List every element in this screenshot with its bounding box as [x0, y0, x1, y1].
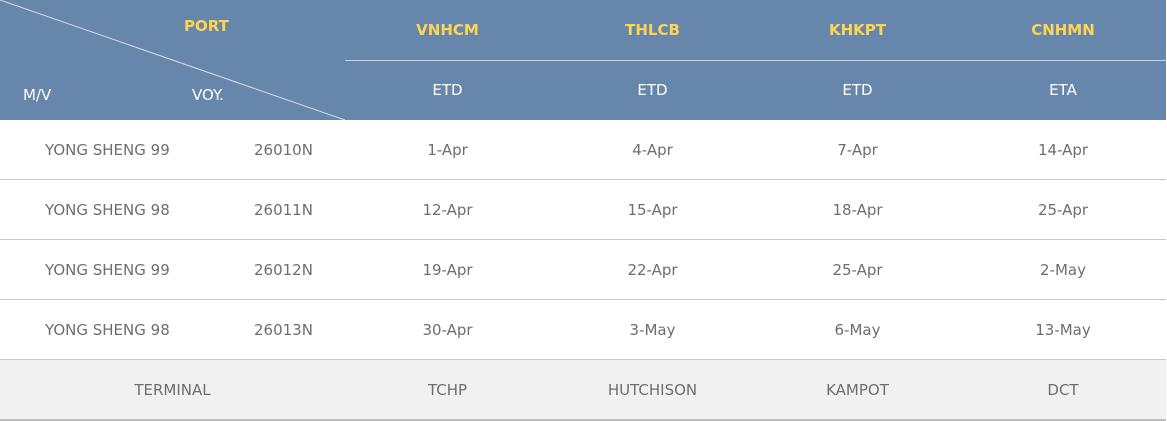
date-cell: 18-Apr: [755, 179, 960, 240]
voyage: 26011N: [210, 179, 345, 240]
date-cell: 19-Apr: [345, 239, 550, 300]
date-cell: 25-Apr: [960, 179, 1166, 240]
voyage: 26010N: [210, 120, 345, 180]
terminal-cell: KAMPOT: [755, 359, 960, 421]
date-cell: 14-Apr: [960, 120, 1166, 180]
port-type: ETA: [960, 60, 1166, 120]
port-type: ETD: [345, 60, 550, 120]
table-row: YONG SHENG 98 26013N 30-Apr 3-May 6-May …: [0, 299, 1166, 360]
port-code: VNHCM: [345, 0, 550, 61]
voyage: 26013N: [210, 299, 345, 360]
diagonal-divider: [0, 0, 345, 120]
corner-header-cell: PORT M/V VOY.: [0, 0, 345, 120]
date-cell: 25-Apr: [755, 239, 960, 300]
vessel-name: YONG SHENG 99: [0, 239, 210, 300]
port-type: ETD: [550, 60, 755, 120]
voyage: 26012N: [210, 239, 345, 300]
date-cell: 3-May: [550, 299, 755, 360]
table-row: YONG SHENG 99 26012N 19-Apr 22-Apr 25-Ap…: [0, 239, 1166, 300]
voy-label: VOY.: [192, 86, 224, 104]
port-type: ETD: [755, 60, 960, 120]
terminal-row: TERMINAL TCHP HUTCHISON KAMPOT DCT: [0, 359, 1166, 421]
port-code: THLCB: [550, 0, 755, 61]
vessel-name: YONG SHENG 98: [0, 299, 210, 360]
mv-label: M/V: [23, 86, 52, 104]
vessel-name: YONG SHENG 99: [0, 120, 210, 180]
date-cell: 13-May: [960, 299, 1166, 360]
terminal-cell: TCHP: [345, 359, 550, 421]
port-label: PORT: [184, 17, 229, 35]
terminal-cell: DCT: [960, 359, 1166, 421]
date-cell: 22-Apr: [550, 239, 755, 300]
table-row: YONG SHENG 99 26010N 1-Apr 4-Apr 7-Apr 1…: [0, 120, 1166, 180]
date-cell: 30-Apr: [345, 299, 550, 360]
date-cell: 1-Apr: [345, 120, 550, 180]
date-cell: 7-Apr: [755, 120, 960, 180]
port-code: KHKPT: [755, 0, 960, 61]
terminal-label: TERMINAL: [0, 359, 345, 421]
table-row: YONG SHENG 98 26011N 12-Apr 15-Apr 18-Ap…: [0, 179, 1166, 240]
terminal-cell: HUTCHISON: [550, 359, 755, 421]
date-cell: 4-Apr: [550, 120, 755, 180]
date-cell: 6-May: [755, 299, 960, 360]
date-cell: 2-May: [960, 239, 1166, 300]
date-cell: 12-Apr: [345, 179, 550, 240]
port-code: CNHMN: [960, 0, 1166, 61]
vessel-name: YONG SHENG 98: [0, 179, 210, 240]
date-cell: 15-Apr: [550, 179, 755, 240]
